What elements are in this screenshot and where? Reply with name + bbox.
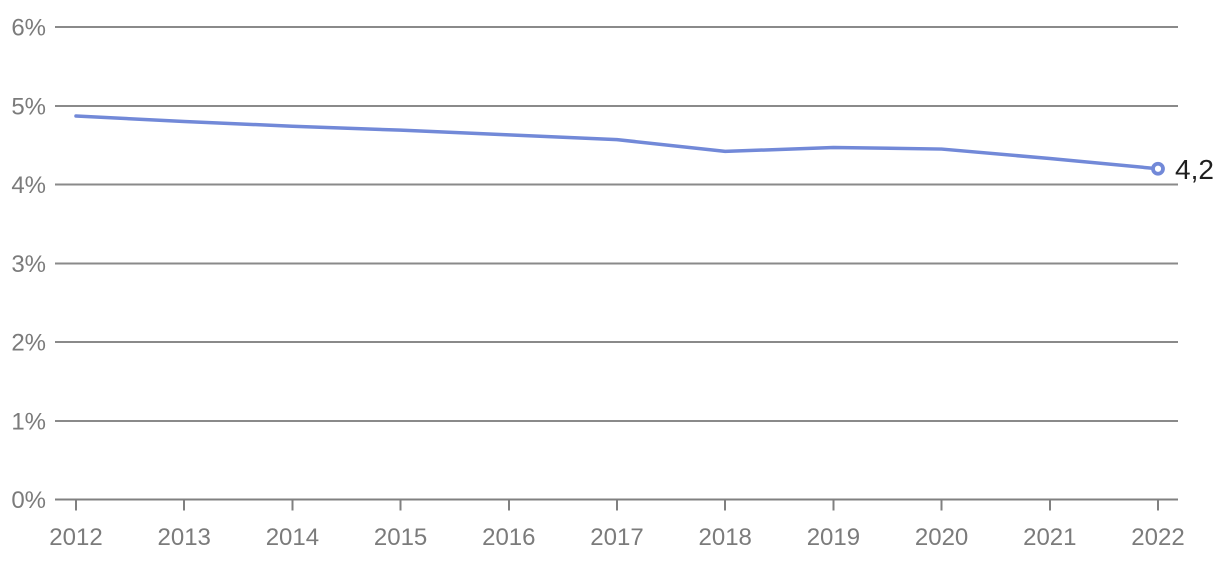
end-value-label: 4,2	[1175, 154, 1214, 185]
last-point-marker	[1151, 161, 1165, 176]
x-axis-tick-label: 2014	[266, 524, 319, 551]
x-axis-tick-label: 2017	[590, 524, 643, 551]
y-axis-tick-label: 6%	[11, 15, 46, 42]
x-axis-tick-label: 2015	[374, 524, 427, 551]
x-axis-tick-label: 2019	[807, 524, 860, 551]
x-axis-tick-label: 2022	[1131, 524, 1184, 551]
x-axis-tick-label: 2020	[915, 524, 968, 551]
x-axis-tick-label: 2012	[49, 524, 102, 551]
x-axis-tick-label: 2016	[482, 524, 535, 551]
x-axis-tick-label: 2018	[699, 524, 752, 551]
x-axis-tick-label: 2013	[158, 524, 211, 551]
data-line	[74, 114, 1160, 171]
y-axis-tick-label: 5%	[11, 93, 46, 120]
y-axis-tick-label: 1%	[11, 408, 46, 435]
y-axis-tick-label: 4%	[11, 172, 46, 199]
y-axis-tick-label: 0%	[11, 487, 46, 514]
x-axis-tick-label: 2021	[1023, 524, 1076, 551]
y-axis-tick-label: 3%	[11, 251, 46, 278]
y-axis-tick-label: 2%	[11, 330, 46, 357]
